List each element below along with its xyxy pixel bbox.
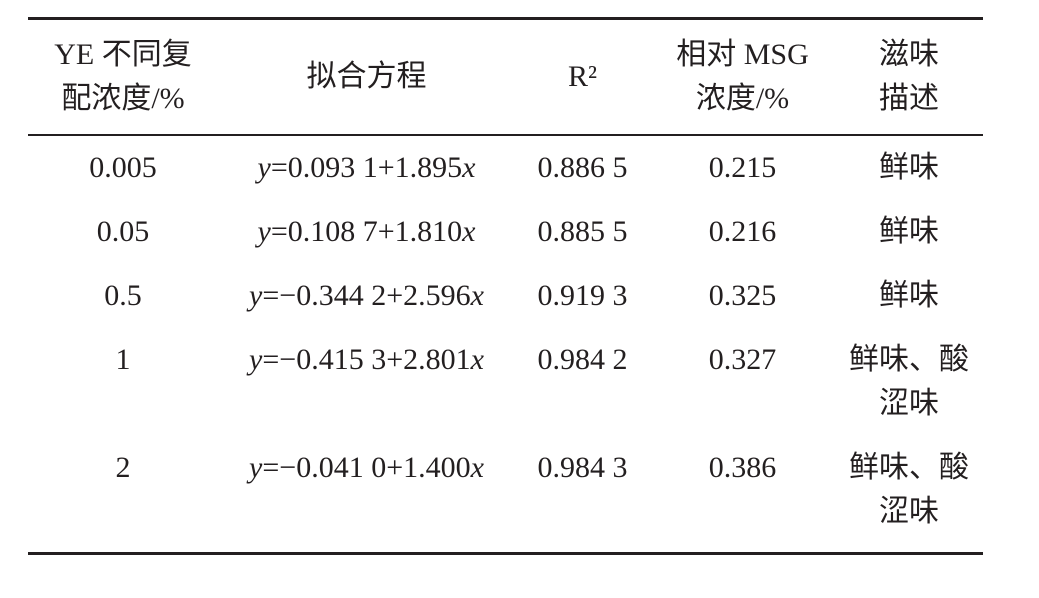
- header-text: 滋味: [879, 38, 939, 71]
- table-cell: 0.5: [28, 264, 218, 328]
- table-row: 1 y=−0.415 3+2.801x 0.984 2 0.327 鲜味、酸涩味: [28, 328, 983, 436]
- table-row: 0.05 y=0.108 7+1.810x 0.885 5 0.216 鲜味: [28, 200, 983, 264]
- table-cell: y=−0.415 3+2.801x: [218, 328, 515, 436]
- table-cell: 鲜味: [835, 264, 983, 328]
- cell-text: 0.885 5: [537, 215, 628, 248]
- table-header: YE 不同复 配浓度/% 拟合方程 R² 相对 MSG 浓度/% 滋味描述: [28, 18, 983, 136]
- cell-text: 0.984 2: [537, 343, 628, 376]
- cell-text: 0.216: [708, 215, 777, 248]
- table-cell: 0.215: [650, 135, 835, 200]
- header-text: 拟合方程: [306, 60, 427, 93]
- cell-text: 鲜味: [879, 215, 939, 248]
- table-cell: y=0.093 1+1.895x: [218, 135, 515, 200]
- table-cell: 0.216: [650, 200, 835, 264]
- cell-text: 鲜味: [879, 151, 939, 184]
- cell-text: 2: [115, 451, 131, 484]
- table-cell: 0.919 3: [515, 264, 650, 328]
- cell-text: 0.215: [708, 151, 777, 184]
- header-text: 浓度/%: [695, 82, 790, 115]
- cell-text: 0.5: [104, 279, 142, 312]
- cell-text: 0.327: [708, 343, 777, 376]
- cell-text: 0.984 3: [537, 451, 628, 484]
- header-row: YE 不同复 配浓度/% 拟合方程 R² 相对 MSG 浓度/% 滋味描述: [28, 18, 983, 136]
- table-row: 2 y=−0.041 0+1.400x 0.984 3 0.386 鲜味、酸涩味: [28, 436, 983, 554]
- table-cell: y=−0.344 2+2.596x: [218, 264, 515, 328]
- cell-text: 0.886 5: [537, 151, 628, 184]
- header-cell: YE 不同复 配浓度/%: [28, 18, 218, 136]
- table-row: 0.005 y=0.093 1+1.895x 0.886 5 0.215 鲜味: [28, 135, 983, 200]
- table-row: 0.5 y=−0.344 2+2.596x 0.919 3 0.325 鲜味: [28, 264, 983, 328]
- table-cell: 鲜味: [835, 135, 983, 200]
- cell-text: y=−0.415 3+2.801x: [249, 343, 484, 376]
- cell-text: y=0.108 7+1.810x: [257, 215, 476, 248]
- cell-text: 鲜味、酸涩味: [849, 343, 969, 420]
- cell-text: y=−0.041 0+1.400x: [249, 451, 484, 484]
- data-table: YE 不同复 配浓度/% 拟合方程 R² 相对 MSG 浓度/% 滋味描述 0.005 y=0…: [28, 17, 983, 555]
- header-cell: 滋味 描述: [835, 18, 983, 136]
- table-cell: 0.984 3: [515, 436, 650, 554]
- table-cell: 0.327: [650, 328, 835, 436]
- header-cell: 相对 MSG 浓度/%: [650, 18, 835, 136]
- header-text: R²: [567, 60, 597, 93]
- cell-text: 0.325: [708, 279, 777, 312]
- cell-text: 1: [115, 343, 131, 376]
- table-cell: 鲜味、酸涩味: [835, 328, 983, 436]
- table-cell: 0.005: [28, 135, 218, 200]
- cell-text: y=−0.344 2+2.596x: [249, 279, 484, 312]
- cell-text: 0.919 3: [537, 279, 628, 312]
- table-body: 0.005 y=0.093 1+1.895x 0.886 5 0.215 鲜味 0.05 y…: [28, 135, 983, 554]
- header-text: 描述: [879, 82, 939, 115]
- header-text: 配浓度/%: [61, 82, 185, 115]
- header-text: 相对 MSG: [676, 38, 809, 71]
- cell-text: y=0.093 1+1.895x: [257, 151, 476, 184]
- cell-text: 0.005: [89, 151, 157, 184]
- header-cell: 拟合方程: [218, 18, 515, 136]
- table-cell: 2: [28, 436, 218, 554]
- cell-text: 0.386: [708, 451, 777, 484]
- header-text: YE 不同复: [54, 38, 192, 71]
- cell-text: 鲜味: [879, 279, 939, 312]
- table-cell: 鲜味、酸涩味: [835, 436, 983, 554]
- cell-text: 0.05: [96, 215, 150, 248]
- table-cell: 0.885 5: [515, 200, 650, 264]
- table-cell: y=0.108 7+1.810x: [218, 200, 515, 264]
- table-cell: y=−0.041 0+1.400x: [218, 436, 515, 554]
- cell-text: 鲜味、酸涩味: [849, 451, 969, 528]
- table-cell: 鲜味: [835, 200, 983, 264]
- table-cell: 0.05: [28, 200, 218, 264]
- header-cell: R²: [515, 18, 650, 136]
- table-cell: 0.984 2: [515, 328, 650, 436]
- table-cell: 0.386: [650, 436, 835, 554]
- table-cell: 1: [28, 328, 218, 436]
- table-cell: 0.325: [650, 264, 835, 328]
- table-cell: 0.886 5: [515, 135, 650, 200]
